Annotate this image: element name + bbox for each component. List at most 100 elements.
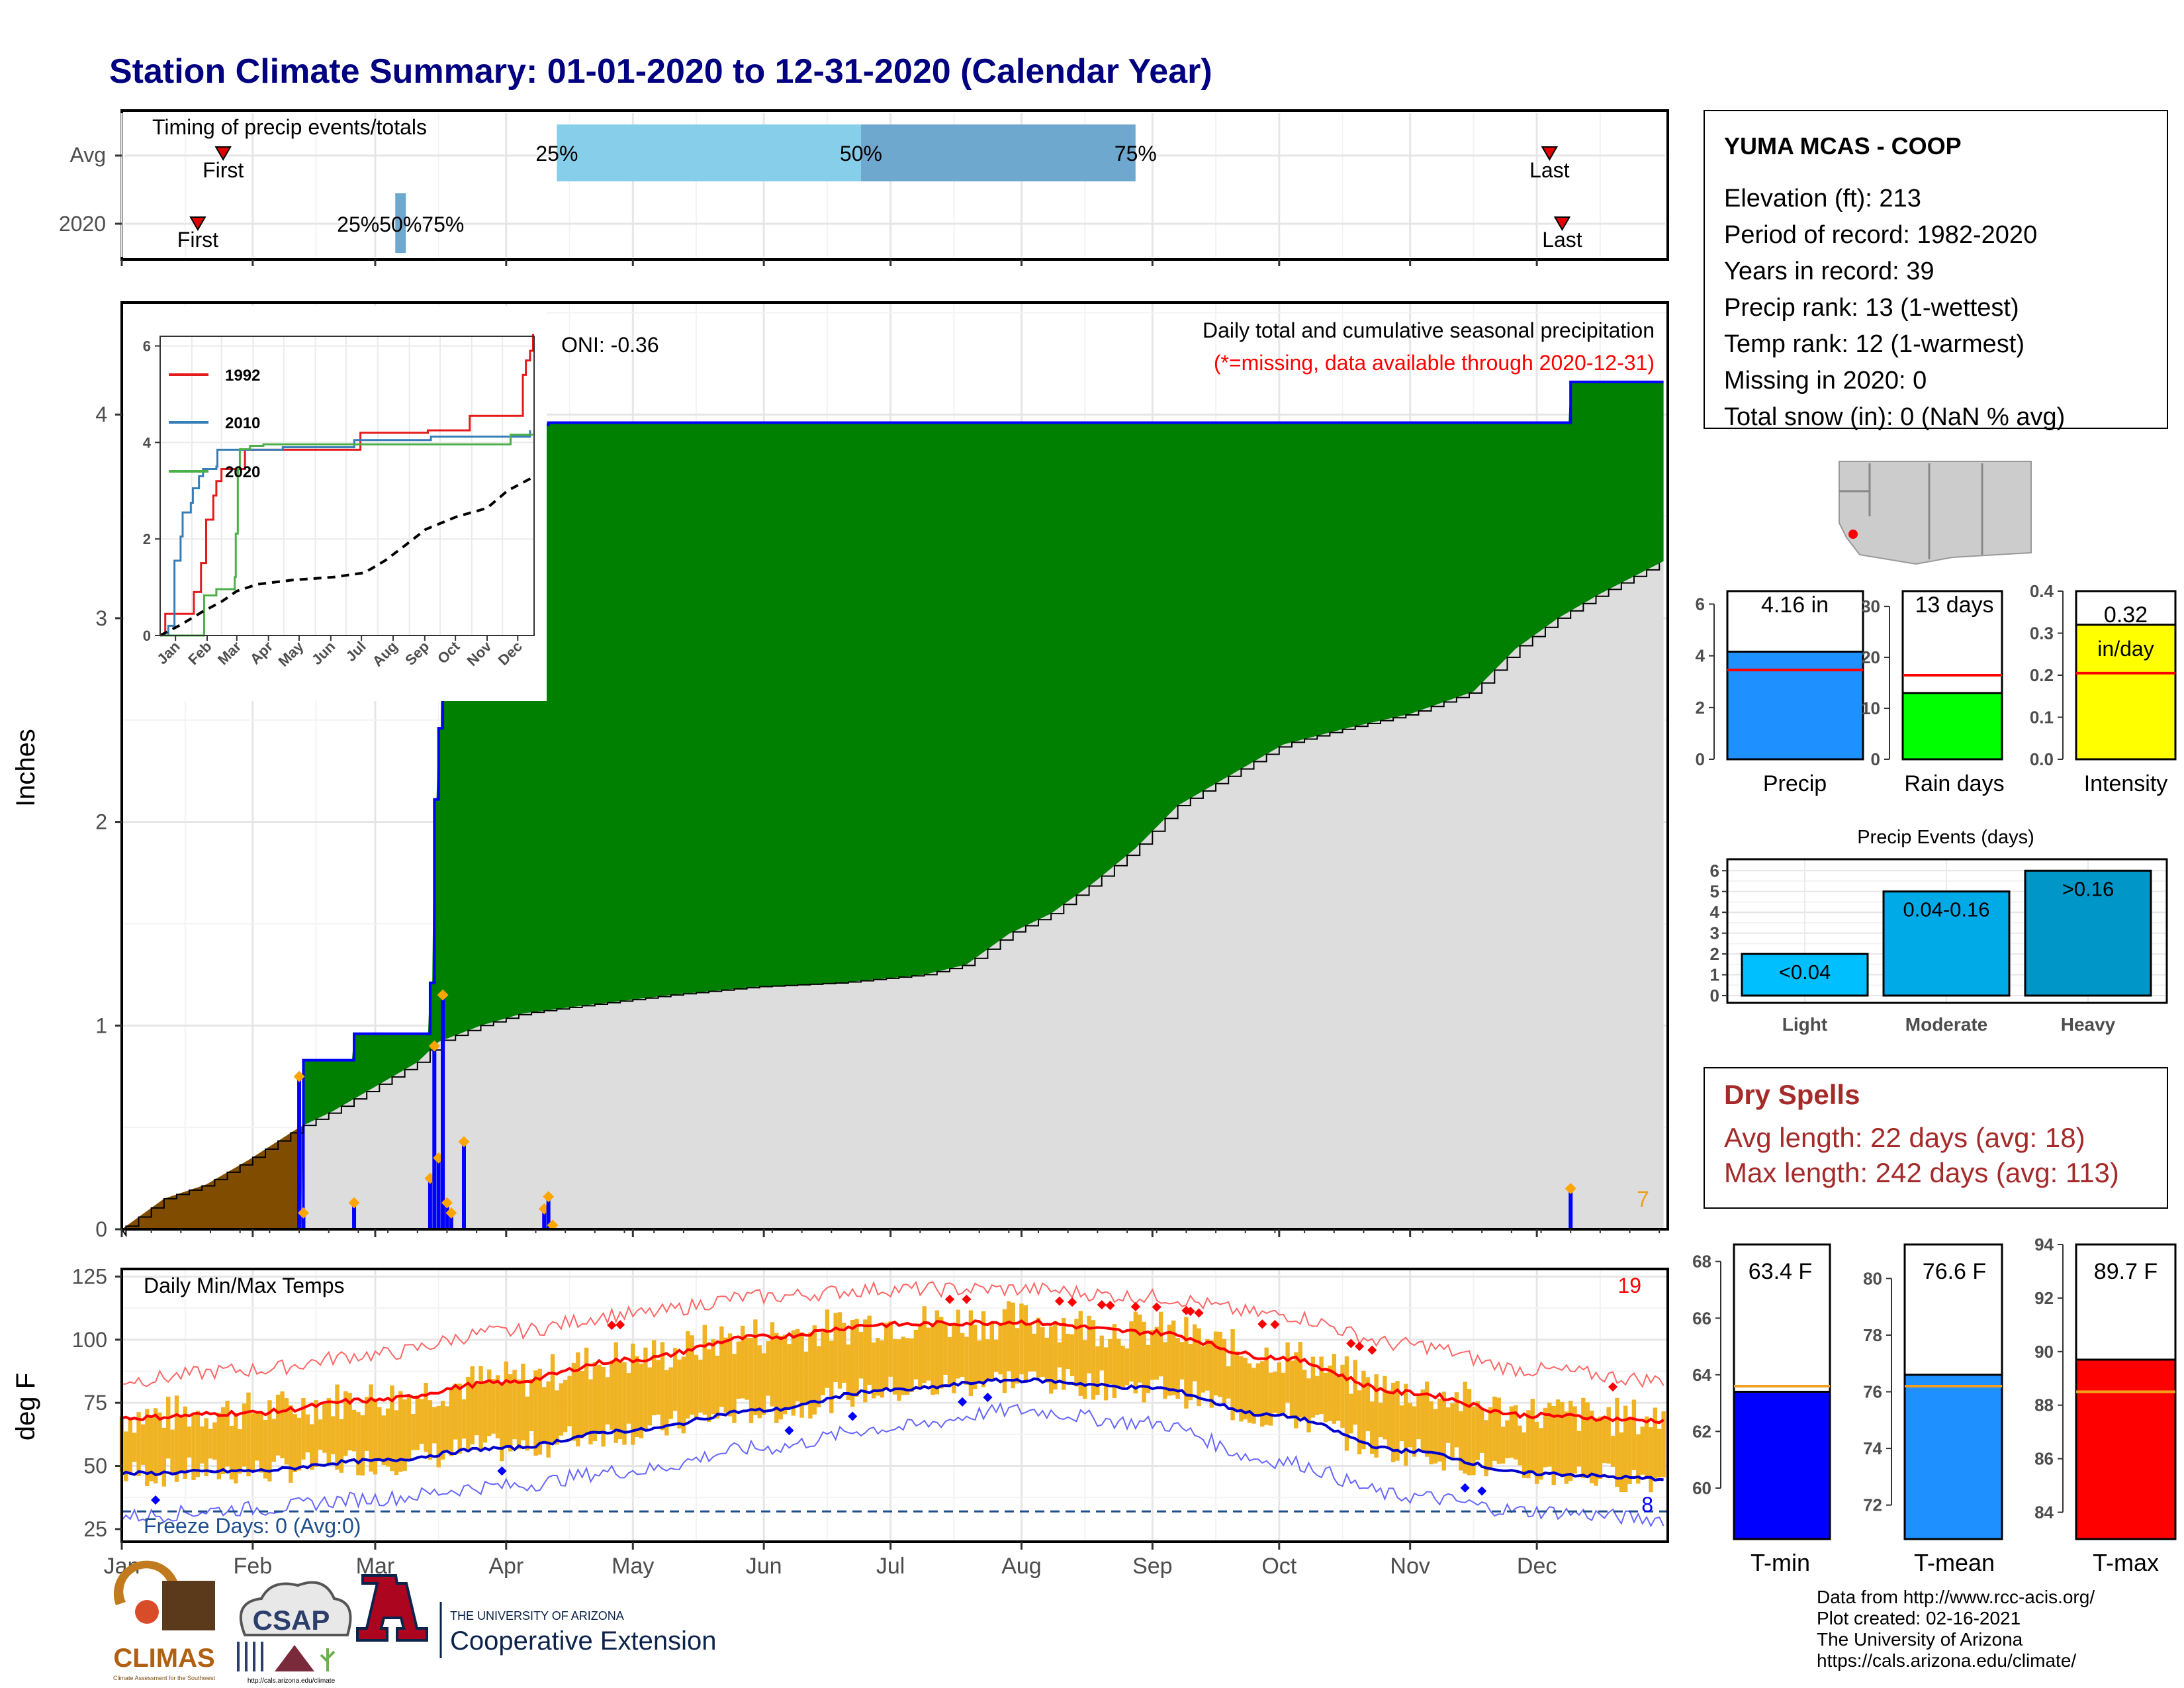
temp-daily-bar xyxy=(1036,1317,1041,1378)
temp-daily-bar xyxy=(1429,1401,1433,1465)
temp-daily-bar xyxy=(1530,1399,1535,1472)
temp-daily-bar xyxy=(1209,1340,1214,1408)
temp-daily-bar xyxy=(1201,1346,1206,1393)
temp-daily-bar xyxy=(1319,1356,1324,1415)
precip-frame xyxy=(120,301,1669,1231)
temp-daily-bar xyxy=(905,1338,910,1395)
temp-daily-bar xyxy=(149,1415,154,1481)
summary-y-tick-label: 0.0 xyxy=(2030,749,2054,769)
temp-daily-bar xyxy=(1108,1339,1113,1385)
events-y-tick-label: 3 xyxy=(1710,923,1719,943)
temp-daily-bar xyxy=(660,1342,665,1430)
month-tick-label: Feb xyxy=(234,1554,273,1579)
timing-2020-last-label: Last xyxy=(1542,228,1582,252)
temp-daily-bar xyxy=(732,1354,737,1423)
temp-y-tick-label: 50 xyxy=(83,1454,107,1478)
temp-daily-bar xyxy=(212,1422,217,1460)
precip-panel: 0 1 2 3 4 Inches Daily total and cumulative … xyxy=(11,301,1669,1241)
temp-summary-y-tick-label: 72 xyxy=(1863,1495,1882,1515)
temp-daily-bar xyxy=(500,1383,504,1462)
temp-daily-bar xyxy=(204,1418,208,1477)
temp-daily-bar xyxy=(267,1400,272,1481)
csap-logo: CSAP http://cals.arizona.edu/climate xyxy=(237,1581,352,1685)
station-info-box: YUMA MCAS - COOP Elevation (ft): 213 Per… xyxy=(1704,110,2168,431)
temp-daily-bar xyxy=(1492,1396,1497,1461)
temp-daily-bar xyxy=(491,1379,496,1434)
month-tick-label: Sep xyxy=(1132,1554,1173,1579)
oni-label: ONI: -0.36 xyxy=(561,333,659,357)
temp-daily-bar xyxy=(1062,1317,1066,1390)
temp-daily-bar xyxy=(672,1348,678,1411)
temp-daily-bar xyxy=(1543,1407,1548,1468)
temp-daily-bar xyxy=(495,1375,500,1438)
temp-daily-bar xyxy=(1526,1410,1531,1479)
temp-daily-bar xyxy=(1370,1401,1375,1454)
temp-daily-bar xyxy=(617,1362,623,1440)
temp-daily-bar xyxy=(1653,1407,1658,1479)
temp-daily-bar xyxy=(259,1412,263,1473)
temp-daily-bar xyxy=(897,1339,901,1401)
inset-frame xyxy=(159,336,535,636)
temp-daily-bar xyxy=(246,1392,251,1477)
temp-daily-bar xyxy=(1441,1391,1446,1471)
temp-daily-bar xyxy=(1192,1324,1197,1382)
temp-daily-bar xyxy=(1636,1434,1641,1484)
month-axis: Jan Feb Mar Apr May Jun Jul Aug Sep Oct Nov Dec xyxy=(104,1542,1557,1579)
dry-spells-max: Max length: 242 days (avg: 113) xyxy=(1724,1157,2119,1188)
daily-precip-marker xyxy=(437,989,449,1001)
temp-daily-bar xyxy=(411,1414,416,1450)
temp-daily-bar xyxy=(1234,1351,1240,1412)
daily-precip-bar xyxy=(441,995,445,1229)
inset-series-lines xyxy=(159,334,534,637)
temp-daily-bar xyxy=(1365,1377,1371,1432)
temp-daily-bar xyxy=(461,1399,467,1439)
temp-daily-bar xyxy=(952,1324,956,1393)
precip-events-chart: Precip Events (days) <0.04 0.04-0.16 >0.16… xyxy=(1710,827,2168,1035)
temp-daily-bar xyxy=(377,1407,382,1462)
temp-daily-bar xyxy=(1564,1411,1569,1484)
temp-daily-bar xyxy=(1555,1399,1561,1474)
temp-daily-bar xyxy=(1251,1368,1256,1424)
temp-daily-bar xyxy=(1243,1358,1248,1420)
temp-daily-bar xyxy=(821,1331,825,1395)
temp-daily-bar xyxy=(1505,1420,1510,1459)
daily-precip-marker xyxy=(428,1040,440,1052)
record-high-count: 19 xyxy=(1617,1274,1641,1297)
csap-logo-url: http://cals.arizona.edu/climate xyxy=(248,1677,336,1685)
precip-y-axis-label: Inches xyxy=(11,729,40,807)
dry-spells-avg: Avg length: 22 days (avg: 18) xyxy=(1724,1122,2085,1153)
intensity-summary-bar: 0.0 0.1 0.2 0.3 0.4 xyxy=(2030,581,2177,769)
temp-summary-charts: 60 62 64 66 68 63.4 F T-min 72 74 76 78 80 76.6 … xyxy=(1692,1235,2177,1576)
temp-daily-bar xyxy=(1091,1320,1096,1400)
events-frame xyxy=(1726,858,2168,1004)
month-tick-label: Aug xyxy=(1001,1554,1042,1579)
temp-daily-bar xyxy=(385,1408,390,1467)
tmean-summary-value: 76.6 F xyxy=(1923,1259,1986,1284)
temp-summary-y-tick-label: 88 xyxy=(2034,1395,2054,1415)
daily-precip-bar xyxy=(428,1178,432,1229)
temp-daily-bar xyxy=(1594,1418,1598,1486)
temp-daily-bar xyxy=(512,1370,517,1440)
temp-daily-bar xyxy=(1328,1365,1332,1421)
temp-daily-bar xyxy=(225,1401,230,1467)
station-elevation: Elevation (ft): 213 xyxy=(1724,185,1921,212)
credits: Data from http://www.rcc-acis.org/ Plot … xyxy=(1817,1587,2095,1671)
temp-daily-bar xyxy=(229,1425,234,1479)
temp-daily-bar xyxy=(774,1333,779,1423)
temp-daily-bar xyxy=(140,1424,146,1465)
locator-map xyxy=(1839,461,2032,565)
temp-frame xyxy=(120,1268,1669,1543)
timing-row-2020: 2020 xyxy=(59,212,106,236)
temp-daily-bar xyxy=(132,1432,137,1462)
events-y-tick-label: 2 xyxy=(1710,944,1719,964)
temp-daily-bar xyxy=(238,1429,242,1474)
timing-2020-first-marker xyxy=(189,216,206,231)
temp-daily-bar xyxy=(1404,1383,1408,1466)
temp-daily-bar xyxy=(850,1319,855,1407)
precip-y-ticks: 0 1 2 3 4 xyxy=(95,402,1661,1241)
temp-daily-bar xyxy=(1239,1356,1244,1422)
temp-daily-bar xyxy=(457,1383,462,1454)
events-bar-label-moderate: 0.04-0.16 xyxy=(1903,898,1990,921)
temp-daily-bar xyxy=(174,1395,179,1482)
